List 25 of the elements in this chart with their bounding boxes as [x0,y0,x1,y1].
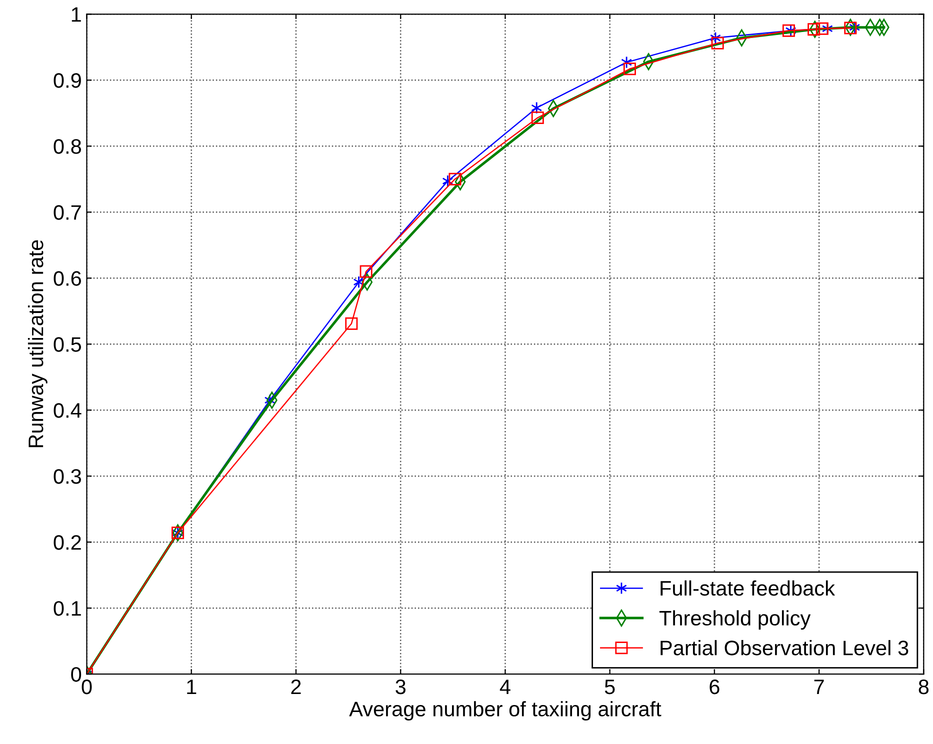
legend-label: Full-state feedback [660,580,836,596]
x-tick-label: 5 [604,680,615,694]
y-tick-label: 0.1 [54,601,81,616]
y-tick-label: 1 [72,7,81,22]
x-tick-label: 0 [82,679,92,694]
x-axis-title: Average number of taxiing aircraft [349,701,662,721]
legend-label: Threshold policy [659,610,811,630]
y-axis-title: Runway utilization rate [28,240,48,448]
y-tick-label: 0.3 [54,469,81,484]
y-tick-label: 0.7 [54,205,81,220]
y-tick-label: 0 [71,667,82,682]
x-tick-label: 1 [187,680,196,694]
x-tick-label: 7 [814,680,824,694]
y-tick-label: 0.6 [54,271,81,286]
legend-label: Partial Observation Level 3 [660,640,908,656]
y-tick-label: 0.2 [54,535,81,550]
x-tick-label: 6 [710,679,720,694]
x-tick-label: 3 [396,679,406,694]
y-tick-label: 0.4 [54,403,82,418]
x-tick-label: 8 [918,679,929,694]
x-tick-label: 2 [291,679,301,694]
y-tick-label: 0.8 [54,139,82,154]
y-tick-label: 0.5 [54,337,82,352]
y-tick-label: 0.9 [54,73,81,88]
x-tick-label: 4 [500,680,510,694]
